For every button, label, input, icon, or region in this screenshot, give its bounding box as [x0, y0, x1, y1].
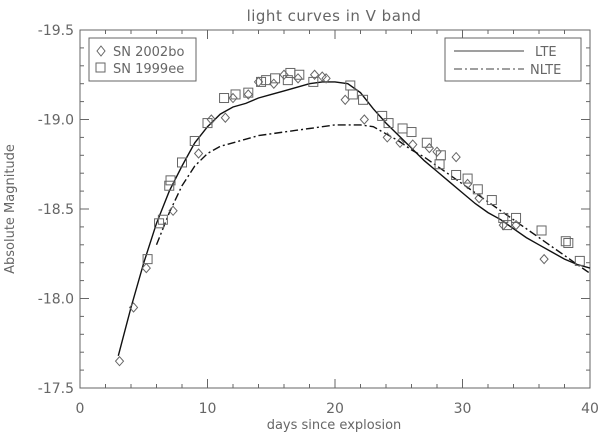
- y-axis-label: Absolute Magnitude: [3, 144, 18, 274]
- sn-1999ee-point: [270, 73, 281, 84]
- sn-2002bo-point: [511, 219, 521, 231]
- sn-1999ee-point: [282, 75, 293, 86]
- sn-1999ee-point: [256, 76, 267, 87]
- x-tick-label: 0: [76, 401, 85, 417]
- sn-1999ee-point: [308, 76, 319, 87]
- sn-2002bo-point: [539, 253, 549, 265]
- sn-2002bo-point: [243, 89, 253, 100]
- sn-1999ee-point: [154, 218, 165, 229]
- sn-2002bo-point: [382, 132, 392, 143]
- sn-2002bo-point: [424, 142, 435, 154]
- plot-frame: [79, 29, 591, 389]
- sn-1999ee-point: [230, 89, 241, 100]
- sn-1999ee-point: [219, 93, 230, 104]
- axis-ticks: [79, 29, 591, 389]
- sn-2002bo-point: [317, 71, 327, 82]
- sn-1999ee-point: [157, 214, 168, 225]
- sn-1999ee-point: [202, 118, 213, 129]
- y-tick-label: -19.0: [38, 113, 74, 129]
- x-tick-label: 40: [581, 401, 599, 417]
- sn-1999ee-point: [142, 254, 153, 265]
- sn-2002bo-point: [474, 193, 484, 204]
- x-tick-label: 10: [199, 401, 217, 417]
- sn-1999ee-point: [434, 159, 445, 170]
- sn-1999ee-point: [397, 123, 408, 134]
- sn-2002bo-point: [193, 148, 204, 159]
- sn-2002bo-point: [141, 262, 151, 274]
- sn-2002bo-point: [451, 151, 461, 163]
- x-tick-label: 30: [454, 401, 472, 417]
- sn-2002bo-point: [206, 114, 216, 125]
- nlte-curve: [155, 124, 591, 274]
- legend-models: LTE NLTE: [444, 37, 582, 82]
- sn-1999ee-point: [358, 94, 369, 105]
- y-tick-label: -18.5: [38, 202, 74, 218]
- y-tick-label: -19.5: [38, 23, 74, 39]
- sn-2002bo-point: [279, 69, 289, 81]
- axis-tick-labels: 0 10 20 30 40 -19.5 -19.0 -18.5 -18.0 -17.5: [38, 23, 599, 417]
- sn-1999ee-point: [406, 127, 417, 138]
- sn-2002bo-point: [321, 73, 331, 84]
- sn-1999ee-point: [486, 195, 497, 206]
- sn-2002bo-point: [228, 92, 238, 104]
- sn-1999ee-point: [536, 225, 547, 236]
- sn-1999ee-point: [498, 212, 509, 223]
- legend-label-lte: LTE: [535, 45, 557, 60]
- sn-1999ee-point: [347, 89, 358, 100]
- y-tick-label: -18.0: [38, 292, 74, 308]
- sn-2002bo-point: [408, 139, 418, 150]
- sn-1999ee-point: [383, 118, 394, 129]
- legend-label-sn2002bo: SN 2002bo: [113, 45, 184, 60]
- observed-points: [114, 67, 585, 367]
- sn-2002bo-point: [168, 205, 178, 217]
- y-tick-label: -17.5: [38, 381, 74, 397]
- sn-2002bo-point: [432, 146, 442, 157]
- sn-1999ee-point: [502, 220, 513, 231]
- sn-1999ee-point: [511, 212, 522, 223]
- sn-1999ee-point: [451, 169, 462, 180]
- sn-2002bo-point: [395, 137, 405, 149]
- sn-1999ee-point: [563, 238, 574, 249]
- sn-1999ee-point: [294, 69, 305, 80]
- sn-2002bo-point: [309, 69, 320, 81]
- chart-title: light curves in V band: [247, 7, 422, 25]
- legend-observations: SN 2002bo SN 1999ee: [88, 37, 197, 82]
- sn-1999ee-point: [560, 236, 571, 247]
- sn-1999ee-point: [189, 135, 200, 146]
- legend-square-marker: [95, 62, 106, 73]
- x-axis-label: days since explosion: [267, 418, 402, 433]
- sn-1999ee-point: [377, 110, 388, 121]
- sn-1999ee-point: [472, 184, 483, 195]
- legend-box: [88, 37, 197, 82]
- sn-2002bo-point: [114, 355, 125, 367]
- legend-box: [444, 37, 582, 82]
- legend-label-sn1999ee: SN 1999ee: [113, 62, 184, 77]
- sn-1999ee-point: [164, 180, 175, 191]
- sn-1999ee-point: [165, 175, 176, 186]
- sn-1999ee-point: [462, 173, 473, 184]
- sn-2002bo-point: [359, 114, 369, 125]
- lte-curve: [117, 81, 591, 356]
- x-tick-label: 20: [326, 401, 344, 417]
- sn-1999ee-point: [177, 157, 187, 168]
- model-curves: [117, 81, 591, 356]
- legend-label-nlte: NLTE: [530, 63, 561, 78]
- sn-1999ee-point: [243, 87, 254, 98]
- sn-2002bo-point: [128, 302, 139, 313]
- sn-1999ee-point: [574, 255, 585, 266]
- sn-2002bo-point: [220, 112, 231, 123]
- sn-1999ee-point: [421, 137, 432, 148]
- legend-diamond-marker: [96, 45, 106, 57]
- sn-2002bo-point: [462, 178, 473, 190]
